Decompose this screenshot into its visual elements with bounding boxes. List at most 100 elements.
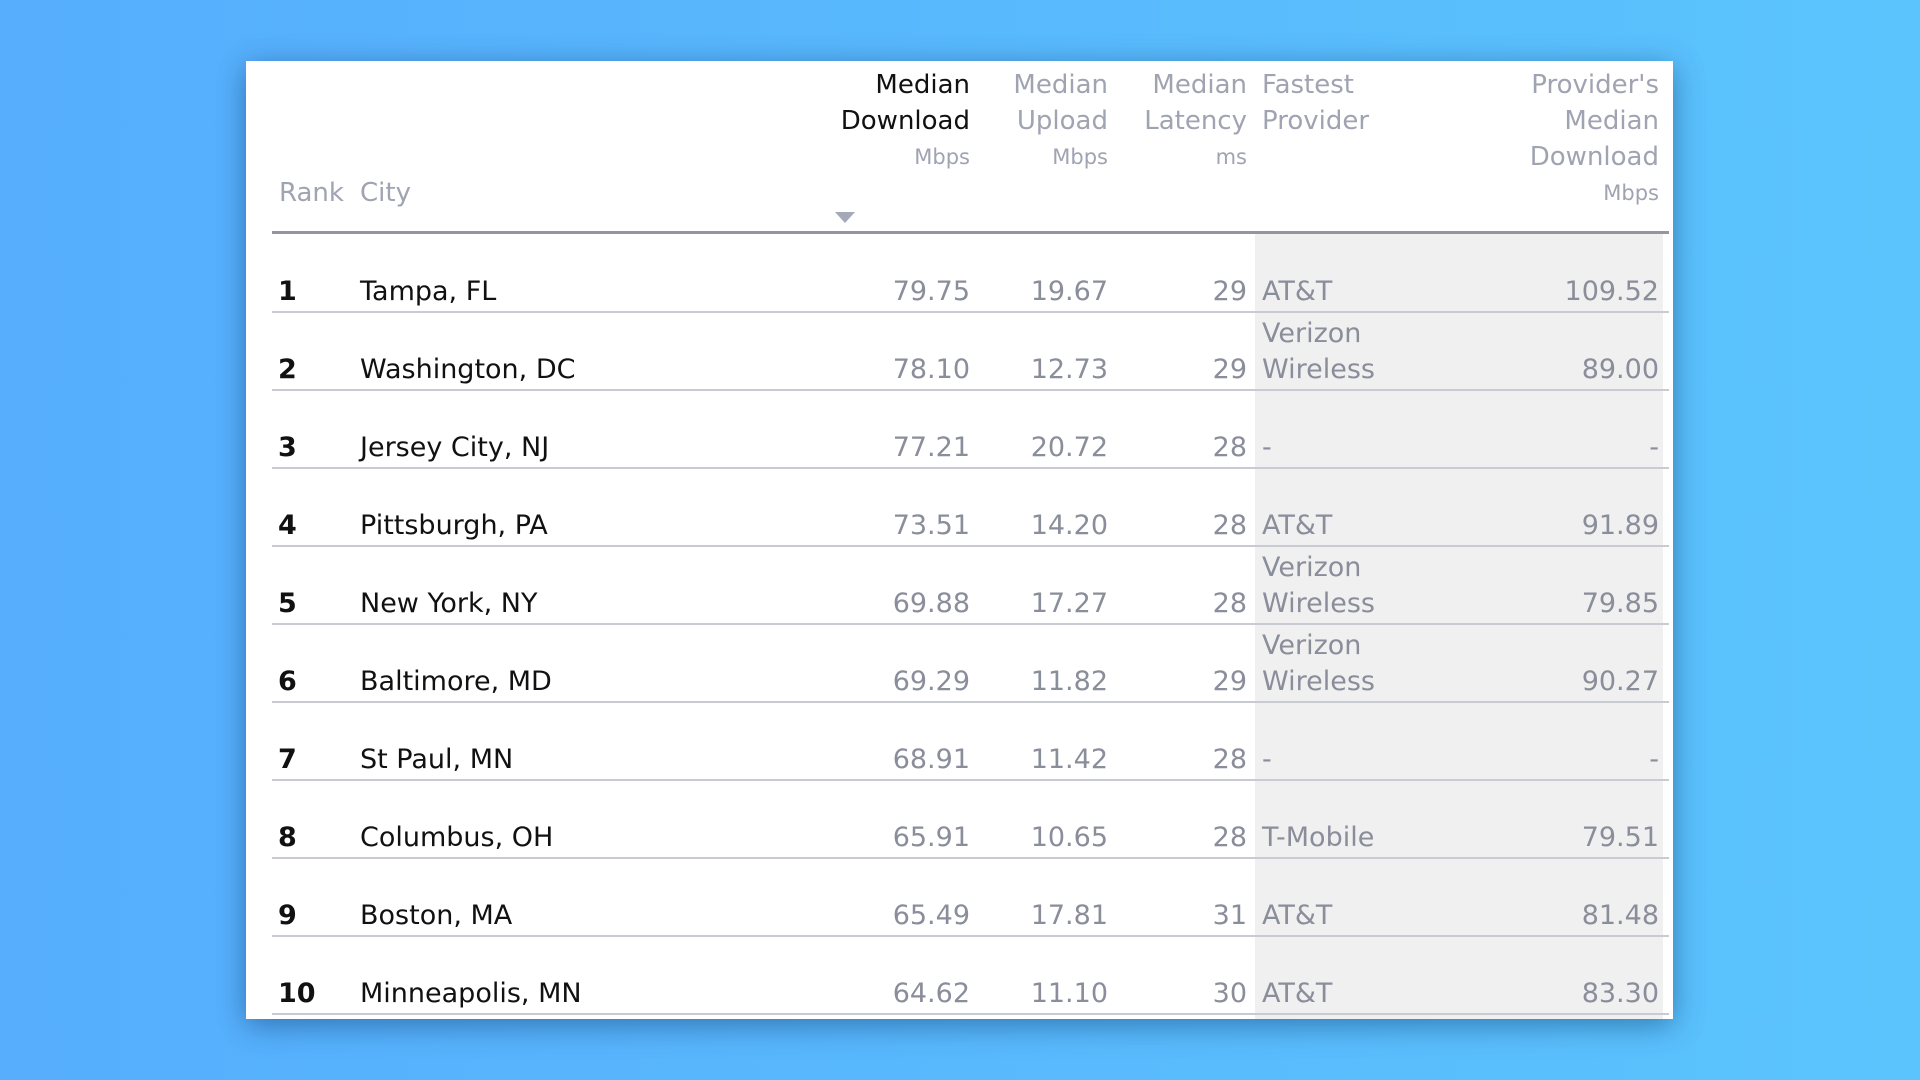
city-cell: Tampa, FL [360, 276, 497, 307]
table-row[interactable]: 3 Jersey City, NJ 77.21 20.72 28- - [246, 391, 1673, 469]
fastest-provider-cell: AT&T [1262, 978, 1333, 1009]
header-provider-download-line3: Download [1529, 142, 1659, 172]
header-provider-download-line2: Median [1564, 106, 1659, 136]
median-upload-cell: 19.67 [1030, 276, 1108, 307]
header-median-download-unit: Mbps [914, 145, 970, 169]
header-median-upload-line1: Median [1013, 70, 1108, 100]
median-latency-cell: 28 [1212, 588, 1247, 619]
header-median-latency-unit: ms [1215, 145, 1247, 169]
rank-cell: 2 [278, 354, 297, 385]
median-latency-cell: 28 [1212, 744, 1247, 775]
median-latency-cell: 29 [1212, 666, 1247, 697]
table-row[interactable]: 9 Boston, MA 65.49 17.81 31 AT&T 81.48 [246, 859, 1673, 937]
table-row[interactable]: 5 New York, NY 69.88 17.27 28 Verizon Wireles… [246, 547, 1673, 625]
fastest-provider-cell: Verizon Wireless [1262, 630, 1375, 697]
median-latency-cell: 30 [1212, 978, 1247, 1009]
median-latency-cell: 29 [1212, 276, 1247, 307]
header-fastest-provider-line2: Provider [1262, 106, 1370, 136]
header-fastest-provider[interactable]: Fastest Provider [1262, 67, 1369, 139]
header-median-latency-line1: Median [1152, 70, 1247, 100]
median-upload-cell: 14.20 [1030, 510, 1108, 541]
median-upload-cell: 12.73 [1030, 354, 1108, 385]
table-row[interactable]: 2 Washington, DC 78.10 12.73 29 Verizon Wirel… [246, 313, 1673, 391]
header-median-upload-line2: Upload [1016, 106, 1108, 136]
median-upload-cell: 20.72 [1030, 432, 1108, 463]
header-fastest-provider-line1: Fastest [1262, 70, 1354, 100]
provider-download-cell: - [1649, 744, 1659, 775]
city-cell: New York, NY [360, 588, 538, 619]
fastest-provider-cell: AT&T [1262, 276, 1333, 307]
table-row[interactable]: 1 Tampa, FL 79.75 19.67 29 AT&T 109.52 [246, 235, 1673, 313]
row-divider [272, 311, 1669, 313]
median-upload-cell: 11.42 [1030, 744, 1108, 775]
provider-download-cell: 91.89 [1581, 510, 1659, 541]
speed-table-card: Rank City Median Download Mbps Median Up… [246, 61, 1673, 1019]
fastest-provider-cell: T-Mobile [1262, 822, 1375, 853]
header-median-latency-line2: Latency [1144, 106, 1247, 136]
city-cell: Baltimore, MD [360, 666, 552, 697]
rank-cell: 9 [278, 900, 297, 931]
header-rank[interactable]: Rank [279, 175, 344, 211]
median-upload-cell: 11.82 [1030, 666, 1108, 697]
provider-column-highlight [1255, 233, 1663, 1019]
header-rank-label: Rank [279, 178, 344, 208]
header-median-download-line2: Download [840, 106, 970, 136]
row-divider [272, 935, 1669, 937]
fastest-provider-cell: Verizon Wireless [1262, 552, 1375, 619]
table-row[interactable]: 10 Minneapolis, MN 64.62 11.10 30 AT&T 83.30 [246, 937, 1673, 1015]
median-download-cell: 69.88 [892, 588, 970, 619]
header-median-latency[interactable]: Median Latency ms [1116, 67, 1247, 175]
median-upload-cell: 17.81 [1030, 900, 1108, 931]
header-provider-download-unit: Mbps [1603, 181, 1659, 205]
table-row[interactable]: 4 Pittsburgh, PA 73.51 14.20 28 AT&T 91.89 [246, 469, 1673, 547]
provider-download-cell: 109.52 [1564, 276, 1659, 307]
median-download-cell: 65.49 [892, 900, 970, 931]
table-row[interactable]: 8 Columbus, OH 65.91 10.65 28 T-Mobile 79.51 [246, 781, 1673, 859]
rank-cell: 10 [278, 978, 316, 1009]
row-divider [272, 467, 1669, 469]
city-cell: Minneapolis, MN [360, 978, 582, 1009]
provider-download-cell: - [1649, 432, 1659, 463]
header-median-download-line1: Median [875, 70, 970, 100]
median-latency-cell: 28 [1212, 510, 1247, 541]
median-download-cell: 78.10 [892, 354, 970, 385]
median-download-cell: 68.91 [892, 744, 970, 775]
row-divider [272, 389, 1669, 391]
row-divider [272, 623, 1669, 625]
rank-cell: 1 [278, 276, 297, 307]
header-divider [272, 231, 1669, 234]
fastest-provider-cell: AT&T [1262, 510, 1333, 541]
header-city[interactable]: City [360, 175, 411, 211]
median-latency-cell: 28 [1212, 822, 1247, 853]
city-cell: Washington, DC [360, 354, 576, 385]
row-divider [272, 701, 1669, 703]
header-provider-median-download[interactable]: Provider's Median Download Mbps [1446, 67, 1659, 211]
sort-descending-icon[interactable] [835, 212, 855, 223]
city-cell: Pittsburgh, PA [360, 510, 548, 541]
median-upload-cell: 10.65 [1030, 822, 1108, 853]
rank-cell: 4 [278, 510, 297, 541]
provider-download-cell: 79.51 [1581, 822, 1659, 853]
fastest-provider-cell: Verizon Wireless [1262, 318, 1375, 385]
header-median-upload-unit: Mbps [1052, 145, 1108, 169]
provider-download-cell: 90.27 [1581, 666, 1659, 697]
median-upload-cell: 11.10 [1030, 978, 1108, 1009]
table-row[interactable]: 6 Baltimore, MD 69.29 11.82 29 Verizon Wirele… [246, 625, 1673, 703]
rank-cell: 8 [278, 822, 297, 853]
city-cell: Columbus, OH [360, 822, 554, 853]
header-median-download[interactable]: Median Download Mbps [806, 67, 970, 175]
rank-cell: 7 [278, 744, 297, 775]
row-divider [272, 545, 1669, 547]
table-row[interactable]: 7 St Paul, MN 68.91 11.42 28- - [246, 703, 1673, 781]
rank-cell: 3 [278, 432, 297, 463]
rank-cell: 5 [278, 588, 297, 619]
median-latency-cell: 29 [1212, 354, 1247, 385]
median-download-cell: 64.62 [892, 978, 970, 1009]
fastest-provider-cell: AT&T [1262, 900, 1333, 931]
row-divider [272, 779, 1669, 781]
header-city-label: City [360, 178, 411, 208]
header-median-upload[interactable]: Median Upload Mbps [986, 67, 1108, 175]
median-download-cell: 73.51 [892, 510, 970, 541]
median-latency-cell: 31 [1212, 900, 1247, 931]
fastest-provider-cell: - [1262, 744, 1272, 775]
